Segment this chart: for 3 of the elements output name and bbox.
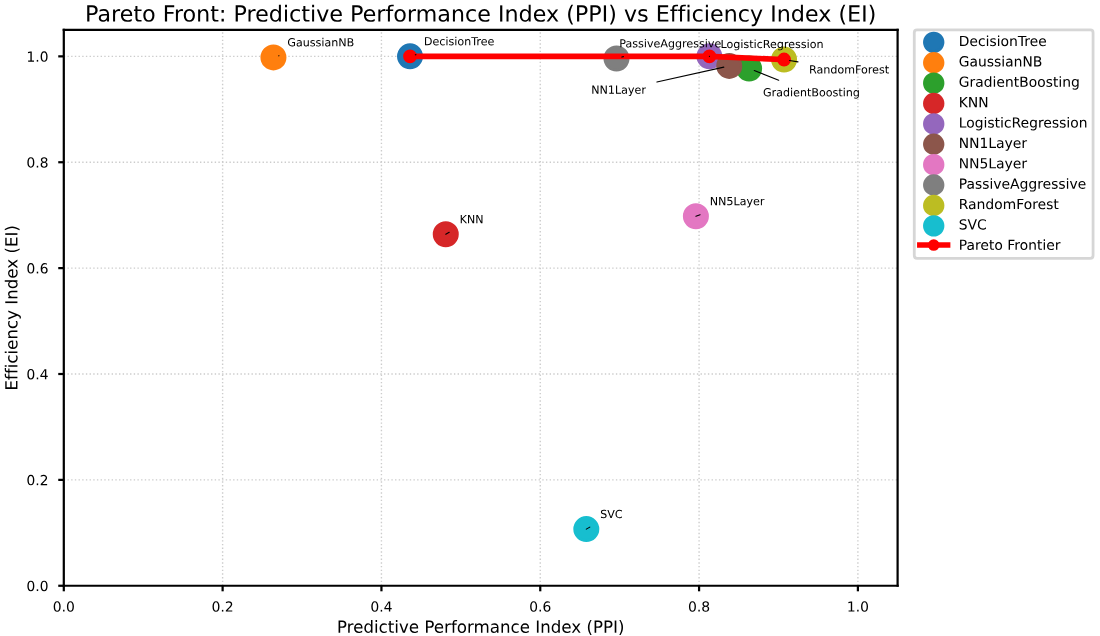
y-axis-title: Efficiency Index (EI)	[4, 226, 21, 389]
chart-title: Pareto Front: Predictive Performance Index (PPI) vs Efficiency Index (EI)	[87, 4, 875, 27]
x-axis-title: Predictive Performance Index (PPI)	[338, 620, 624, 635]
